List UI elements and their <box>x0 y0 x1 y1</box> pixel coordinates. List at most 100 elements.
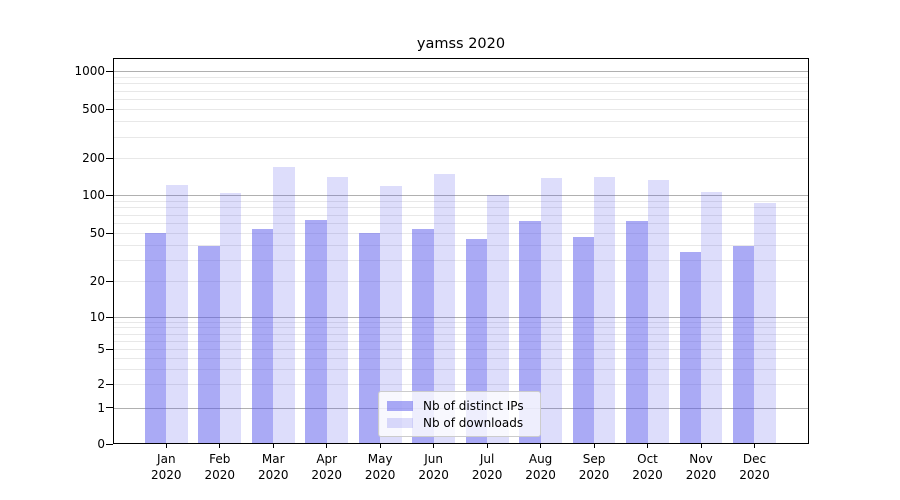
x-tick-label-month: May <box>367 452 393 466</box>
x-tick-label-year: 2020 <box>364 468 396 482</box>
y-tick-label-500: 500 <box>82 102 105 117</box>
y-tick <box>106 108 113 110</box>
y-tick-label-0: 0 <box>97 437 105 451</box>
gridline-minor-9 <box>113 321 809 323</box>
x-tick-label-year: 2020 <box>685 468 717 482</box>
gridline-minor-80 <box>113 207 809 209</box>
x-tick-label-oct: Oct 2020 <box>621 451 675 483</box>
y-tick-label-5: 5 <box>97 342 105 357</box>
bar-nb-of-distinct-ips-feb <box>198 246 220 444</box>
bar-nb-of-downloads-jul <box>487 195 509 444</box>
gridline-minor-700 <box>113 90 809 92</box>
gridline-minor-6 <box>113 340 809 342</box>
x-tick <box>326 444 328 448</box>
y-tick <box>106 316 113 318</box>
x-tick-label-apr: Apr 2020 <box>300 451 354 483</box>
x-tick-label-month: Jul <box>479 452 495 466</box>
bar-nb-of-downloads-jun <box>433 174 456 444</box>
gridline-major-10 <box>113 317 809 318</box>
bar-nb-of-downloads-may <box>380 186 402 444</box>
x-tick-label-year: 2020 <box>525 468 556 482</box>
x-tick <box>165 444 167 448</box>
bar-nb-of-downloads-dec <box>754 202 776 444</box>
x-tick-label-year: 2020 <box>578 468 610 482</box>
x-tick-label-month: Nov <box>689 452 713 466</box>
x-tick-label-year: 2020 <box>418 468 449 482</box>
x-tick-label-year: 2020 <box>311 468 342 482</box>
bar-nb-of-distinct-ips-may <box>358 233 381 444</box>
legend-item-downloads: Nb of downloads <box>387 416 532 430</box>
x-tick-label-month: Mar <box>261 452 285 466</box>
gridline-minor-70 <box>113 214 809 216</box>
x-tick-label-month: Aug <box>528 452 553 466</box>
x-tick-label-may: May 2020 <box>353 451 407 483</box>
x-tick-label-nov: Nov 2020 <box>674 451 728 483</box>
x-tick-label-month: Jun <box>424 452 444 466</box>
x-tick-label-month: Apr <box>316 452 338 466</box>
bar-nb-of-distinct-ips-jun <box>412 228 434 444</box>
bar-nb-of-distinct-ips-nov <box>679 251 701 444</box>
bar-nb-of-downloads-sep <box>594 176 616 444</box>
x-tick-label-jan: Jan 2020 <box>139 451 193 483</box>
gridline-major-1000 <box>113 71 809 72</box>
gridline-minor-3 <box>113 368 809 370</box>
gridline-minor-8 <box>113 327 809 329</box>
gridline-minor-200 <box>113 158 809 160</box>
plot-area: Nb of distinct IPs Nb of downloads <box>113 58 809 444</box>
gridline-minor-900 <box>113 76 809 78</box>
bar-nb-of-downloads-oct <box>647 180 669 444</box>
x-tick <box>753 444 755 448</box>
y-tick-label-10: 10 <box>89 310 105 324</box>
y-tick <box>106 443 113 445</box>
x-tick-label-jun: Jun 2020 <box>407 451 461 483</box>
gridline-minor-5 <box>113 349 809 351</box>
x-tick-label-month: Dec <box>742 452 767 466</box>
bar-nb-of-distinct-ips-dec <box>733 246 755 444</box>
y-tick-label-2: 2 <box>97 377 105 392</box>
y-tick-label-1000: 1000 <box>74 64 105 78</box>
x-tick-label-month: Sep <box>582 452 606 466</box>
x-tick <box>219 444 221 448</box>
legend: Nb of distinct IPs Nb of downloads <box>378 391 541 437</box>
legend-item-distinct-ips: Nb of distinct IPs <box>387 399 532 413</box>
y-tick-label-200: 200 <box>82 151 105 166</box>
x-tick <box>647 444 649 448</box>
y-tick-label-1: 1 <box>97 400 105 415</box>
gridline-minor-40 <box>113 244 809 246</box>
bar-nb-of-distinct-ips-mar <box>251 228 274 444</box>
x-tick <box>700 444 702 448</box>
x-tick-label-year: 2020 <box>257 468 289 482</box>
bar-nb-of-downloads-aug <box>540 178 562 444</box>
gridline-minor-50 <box>113 233 809 234</box>
x-tick-label-year: 2020 <box>471 468 503 482</box>
bar-nb-of-distinct-ips-oct <box>626 221 648 444</box>
x-tick-label-sep: Sep 2020 <box>567 451 621 483</box>
legend-label-downloads: Nb of downloads <box>423 415 524 430</box>
gridline-minor-60 <box>113 223 809 224</box>
gridline-minor-20 <box>113 281 809 282</box>
bar-nb-of-distinct-ips-sep <box>572 237 595 444</box>
bar-nb-of-downloads-apr <box>326 177 349 444</box>
y-tick <box>106 157 113 159</box>
y-tick <box>106 383 113 385</box>
x-tick-label-jul: Jul 2020 <box>460 451 514 483</box>
bar-nb-of-distinct-ips-aug <box>519 221 541 444</box>
x-tick <box>540 444 542 448</box>
x-tick-label-aug: Aug 2020 <box>514 451 568 483</box>
x-tick-label-dec: Dec 2020 <box>727 451 781 483</box>
legend-swatch-distinct-ips <box>387 400 413 411</box>
bar-nb-of-downloads-jan <box>166 185 188 444</box>
x-tick-label-month: Feb <box>209 452 231 466</box>
y-tick-label-100: 100 <box>82 188 105 202</box>
bar-nb-of-downloads-nov <box>701 191 723 444</box>
bar-nb-of-distinct-ips-apr <box>305 220 327 444</box>
bar-nb-of-distinct-ips-jan <box>144 233 167 444</box>
x-tick-label-feb: Feb 2020 <box>193 451 247 483</box>
x-tick-label-month: Oct <box>637 452 658 466</box>
x-tick <box>433 444 435 448</box>
x-tick <box>272 444 274 448</box>
gridline-minor-2 <box>113 384 809 386</box>
x-tick <box>486 444 488 448</box>
x-tick-label-mar: Mar 2020 <box>246 451 300 483</box>
